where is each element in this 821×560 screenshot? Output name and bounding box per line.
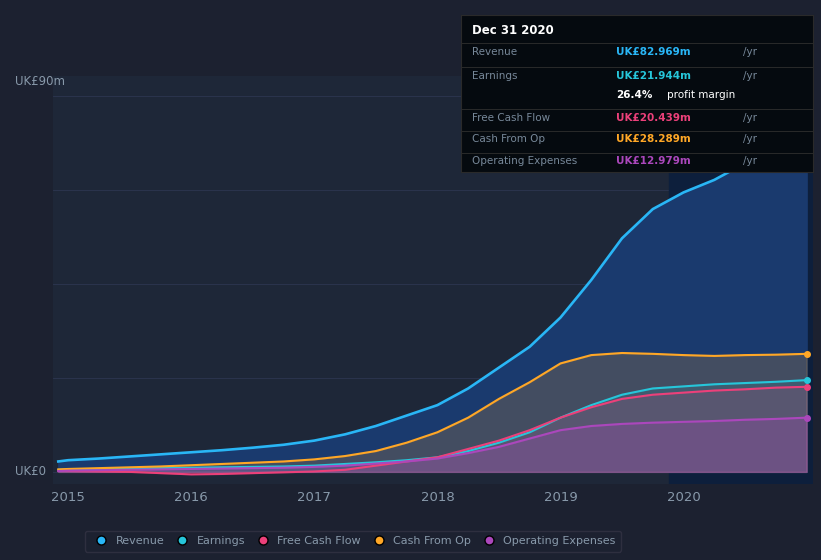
Text: /yr: /yr	[742, 134, 756, 144]
Text: /yr: /yr	[742, 113, 756, 123]
Text: Dec 31 2020: Dec 31 2020	[472, 24, 553, 37]
Text: UK£12.979m: UK£12.979m	[616, 156, 690, 166]
Text: UK£21.944m: UK£21.944m	[616, 71, 691, 81]
Legend: Revenue, Earnings, Free Cash Flow, Cash From Op, Operating Expenses: Revenue, Earnings, Free Cash Flow, Cash …	[85, 530, 621, 552]
Text: profit margin: profit margin	[667, 90, 736, 100]
Text: /yr: /yr	[742, 156, 756, 166]
Text: Free Cash Flow: Free Cash Flow	[472, 113, 550, 123]
Text: Cash From Op: Cash From Op	[472, 134, 545, 144]
Text: 26.4%: 26.4%	[616, 90, 653, 100]
Text: UK£20.439m: UK£20.439m	[616, 113, 691, 123]
Text: UK£90m: UK£90m	[15, 74, 65, 88]
Text: UK£82.969m: UK£82.969m	[616, 47, 690, 57]
Text: UK£0: UK£0	[15, 465, 46, 478]
Text: UK£28.289m: UK£28.289m	[616, 134, 690, 144]
Text: /yr: /yr	[742, 71, 756, 81]
Text: Earnings: Earnings	[472, 71, 517, 81]
Bar	[669, 76, 813, 484]
Text: Operating Expenses: Operating Expenses	[472, 156, 577, 166]
Text: Revenue: Revenue	[472, 47, 517, 57]
Text: /yr: /yr	[742, 47, 756, 57]
